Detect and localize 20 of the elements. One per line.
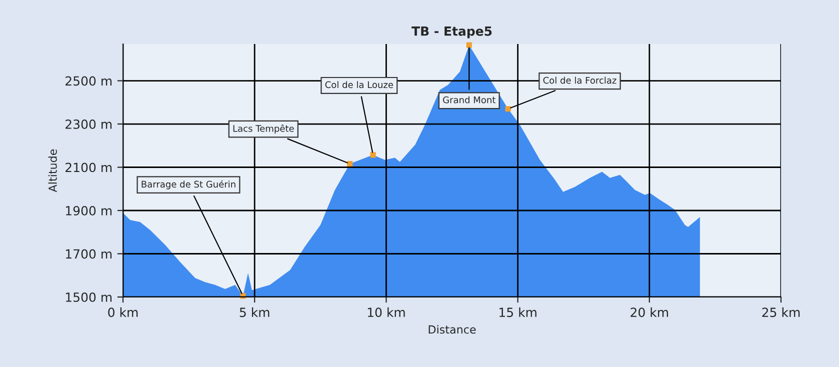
x-tick-label: 10 km [368,307,405,318]
y-tick-label: 1500 m [66,292,112,302]
x-tick-label: 20 km [630,307,668,318]
annotation: Col de la Louze [325,81,394,88]
annotation: Grand Mont [443,96,496,104]
x-tick-label: 15 km [500,307,536,318]
x-tick-label: 25 km [762,307,800,318]
y-tick-label: 1700 m [66,249,112,259]
annotation: Barrage de St Guérin [142,180,236,190]
y-tick-label: 2500 m [66,76,112,86]
chart-title: TB - Etape5 [412,26,492,38]
annotation: Col de la Forclaz [543,76,616,84]
y-tick-label: 2100 m [66,162,112,172]
x-tick-label: 5 km [240,307,270,318]
x-axis-title: Distance [428,325,476,334]
y-tick-label: 1900 m [66,206,112,216]
annotation: Lacs Tempête [233,124,294,134]
y-tick-label: 2300 m [66,119,112,129]
y-axis-title: Altitude [48,149,57,192]
x-tick-label: 0 km [108,307,138,318]
